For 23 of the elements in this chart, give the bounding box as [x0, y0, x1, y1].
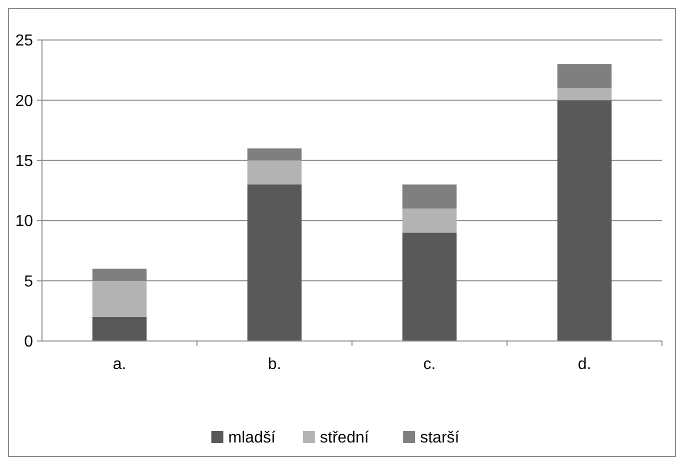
y-tick-label: 0: [24, 334, 34, 351]
bar: [402, 184, 457, 209]
bar: [557, 100, 612, 341]
y-tick-label: 25: [15, 32, 34, 50]
legend-label: mladší: [228, 430, 276, 447]
y-tick-label: 10: [15, 213, 34, 230]
bar: [402, 232, 457, 341]
bar: [247, 160, 302, 184]
bar: [557, 88, 612, 100]
y-tick-label: 15: [15, 153, 34, 170]
bar: [402, 208, 457, 233]
y-tick-label: 5: [24, 273, 34, 290]
bar: [92, 280, 147, 317]
bar: [247, 184, 302, 341]
x-tick-label: b.: [268, 356, 282, 373]
legend-label: starší: [420, 430, 460, 447]
x-tick-label: a.: [112, 356, 126, 373]
bar: [557, 64, 612, 88]
x-tick-label: d.: [578, 356, 592, 373]
x-tick-label: c.: [423, 356, 436, 373]
y-tick-label: 20: [15, 92, 34, 110]
legend-label: střední: [320, 430, 370, 447]
bar: [92, 316, 147, 341]
